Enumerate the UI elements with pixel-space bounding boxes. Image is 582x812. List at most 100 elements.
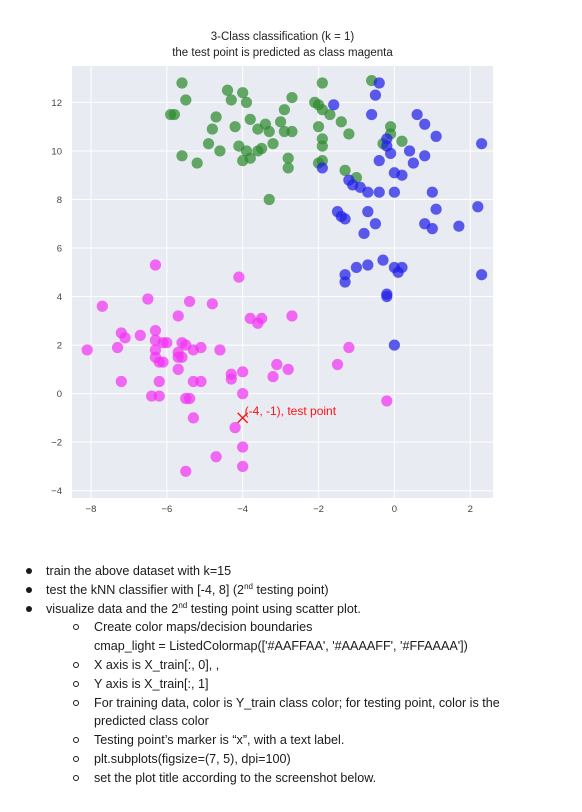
data-point	[362, 186, 374, 198]
data-point	[476, 138, 488, 150]
data-point	[286, 125, 298, 138]
x-tick-label: −8	[86, 504, 97, 515]
data-point	[183, 392, 196, 405]
y-tick-label: 0	[57, 389, 62, 400]
data-point	[286, 91, 298, 104]
data-point	[225, 368, 237, 380]
data-point	[426, 186, 438, 198]
data-point	[210, 111, 222, 123]
superscript: nd	[244, 581, 253, 591]
subtask-colormap: Create color maps/decision boundaries cma…	[46, 618, 568, 656]
data-point	[278, 104, 290, 116]
data-point	[195, 341, 207, 354]
data-point	[153, 375, 165, 388]
data-point	[472, 201, 484, 213]
data-point	[115, 375, 127, 388]
subtask-text: predicted class color	[94, 714, 209, 729]
data-point	[331, 358, 344, 371]
data-point	[183, 295, 196, 308]
data-point	[81, 344, 93, 356]
subtask-colors: For training data, color is Y_train clas…	[46, 694, 568, 732]
data-point	[343, 341, 355, 354]
task-text: test the kNN classifier with [-4, 8] (2	[46, 582, 245, 597]
y-tick-label: 10	[51, 146, 62, 157]
task-text: train the above dataset with k=15	[46, 564, 232, 578]
task-text: testing point using scatter plot.	[187, 601, 361, 616]
data-point	[206, 123, 218, 135]
data-point	[271, 358, 283, 371]
data-point	[263, 125, 275, 138]
instructions: train the above dataset with k=15 test t…	[18, 562, 568, 788]
data-point	[237, 441, 249, 453]
data-point	[96, 300, 108, 312]
data-point	[392, 266, 404, 278]
plot-area	[72, 66, 493, 498]
data-point	[237, 87, 249, 99]
data-point	[350, 261, 363, 274]
data-point	[233, 271, 245, 283]
data-point	[282, 363, 294, 375]
data-point	[134, 329, 146, 341]
y-tick-label: 8	[57, 195, 62, 206]
data-point	[263, 193, 275, 206]
data-point	[237, 388, 249, 400]
task-text: testing point)	[252, 582, 329, 597]
data-point	[403, 145, 416, 157]
data-point	[161, 337, 173, 349]
data-point	[206, 298, 218, 310]
data-point	[343, 128, 355, 140]
subtask-y-axis: Y axis is X_train[:, 1]	[46, 675, 568, 694]
test-point-label: (-4, -1), test point	[245, 404, 337, 418]
subtask-x-axis: X axis is X_train[:, 0], ,	[46, 656, 568, 675]
data-point	[195, 375, 207, 388]
data-point	[180, 465, 192, 477]
data-point	[419, 118, 431, 130]
data-point	[324, 108, 336, 121]
chart-svg: −8 −6 −4 −2 0 2 −4 −2 0 2 4 6 8 10 12 3-Class classific…	[51, 31, 493, 515]
data-point	[339, 213, 351, 225]
data-point	[180, 94, 192, 106]
x-tick-label: 2	[468, 504, 473, 515]
data-point	[426, 223, 438, 235]
data-point	[396, 169, 408, 181]
data-point	[119, 332, 131, 344]
task-item-visualize: visualize data and the 2nd testing point…	[18, 600, 568, 788]
data-point	[275, 116, 287, 128]
chart-subtitle: the test point is predicted as class mag…	[172, 47, 393, 59]
data-point	[229, 422, 241, 434]
data-point	[176, 351, 188, 363]
x-tick-label: −2	[313, 504, 324, 515]
data-point	[237, 460, 249, 473]
task-text: visualize data and the 2	[46, 601, 179, 616]
data-point	[256, 312, 268, 325]
subtask-list: Create color maps/decision boundaries cma…	[46, 618, 568, 787]
data-point	[430, 130, 442, 142]
data-point	[256, 142, 268, 155]
x-tick-label: −4	[237, 504, 248, 515]
data-point	[282, 162, 294, 174]
data-point	[316, 162, 328, 174]
data-point	[225, 94, 237, 106]
data-point	[430, 203, 442, 215]
data-point	[362, 259, 374, 271]
data-point	[381, 290, 393, 303]
data-point	[153, 390, 165, 402]
subtask-text: Create color maps/decision boundaries	[94, 620, 313, 635]
subtask-title: set the plot title according to the scre…	[46, 769, 568, 788]
data-point	[111, 341, 124, 354]
task-list: train the above dataset with k=15 test t…	[18, 562, 568, 788]
data-point	[149, 324, 162, 337]
y-tick-label: 6	[57, 244, 62, 255]
task-item-train: train the above dataset with k=15	[18, 562, 568, 581]
data-point	[388, 186, 400, 198]
data-point	[328, 99, 340, 111]
subtask-text: X axis is X_train[:, 0], ,	[94, 657, 220, 672]
data-point	[388, 339, 400, 351]
data-point	[335, 116, 347, 128]
data-point	[229, 121, 241, 133]
data-point	[373, 155, 385, 167]
y-tick-label: 12	[51, 98, 62, 109]
data-point	[244, 113, 256, 125]
data-point	[419, 150, 431, 162]
data-point	[191, 157, 203, 169]
